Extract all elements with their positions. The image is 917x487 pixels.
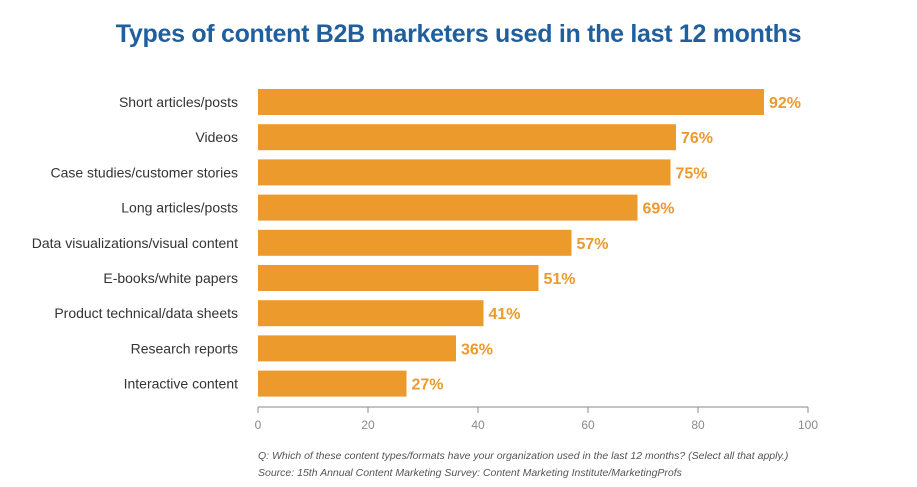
bar-data-visualizations-visual-content — [258, 229, 572, 256]
survey-question-note: Q: Which of these content types/formats … — [258, 450, 789, 462]
bar-research-reports — [258, 335, 456, 362]
x-tick-label-20: 20 — [361, 418, 375, 432]
bar-interactive-content — [258, 370, 407, 397]
chart-title: Types of content B2B marketers used in t… — [115, 20, 802, 48]
category-label-long-articles-posts: Long articles/posts — [121, 200, 238, 216]
value-label-interactive-content: 27% — [412, 377, 444, 394]
value-label-research-reports: 36% — [461, 341, 493, 358]
value-label-long-articles-posts: 69% — [643, 201, 675, 218]
x-tick-label-60: 60 — [581, 418, 595, 432]
x-tick-label-100: 100 — [798, 418, 818, 432]
value-label-e-books-white-papers: 51% — [544, 271, 576, 288]
bar-long-articles-posts — [258, 194, 638, 221]
category-label-data-visualizations-visual-content: Data visualizations/visual content — [32, 235, 238, 251]
source-note: Source: 15th Annual Content Marketing Su… — [258, 467, 682, 479]
category-label-research-reports: Research reports — [131, 340, 238, 356]
value-label-data-visualizations-visual-content: 57% — [577, 236, 609, 253]
value-label-product-technical-data-sheets: 41% — [489, 306, 521, 323]
category-label-e-books-white-papers: E-books/white papers — [103, 270, 238, 286]
category-label-short-articles-posts: Short articles/posts — [119, 94, 238, 110]
value-label-case-studies-customer-stories: 75% — [676, 165, 708, 182]
x-tick-label-0: 0 — [255, 418, 262, 432]
category-label-case-studies-customer-stories: Case studies/customer stories — [50, 164, 238, 180]
value-label-short-articles-posts: 92% — [769, 95, 801, 112]
bar-short-articles-posts — [258, 89, 764, 115]
x-tick-label-80: 80 — [691, 418, 705, 432]
category-label-videos: Videos — [195, 129, 238, 145]
bar-videos — [258, 124, 676, 151]
value-label-videos: 76% — [681, 130, 713, 147]
bar-product-technical-data-sheets — [258, 300, 484, 327]
x-tick-label-40: 40 — [471, 418, 485, 432]
category-label-interactive-content: Interactive content — [124, 376, 239, 392]
bar-case-studies-customer-stories — [258, 159, 671, 186]
bar-e-books-white-papers — [258, 265, 539, 291]
category-label-product-technical-data-sheets: Product technical/data sheets — [54, 305, 238, 321]
